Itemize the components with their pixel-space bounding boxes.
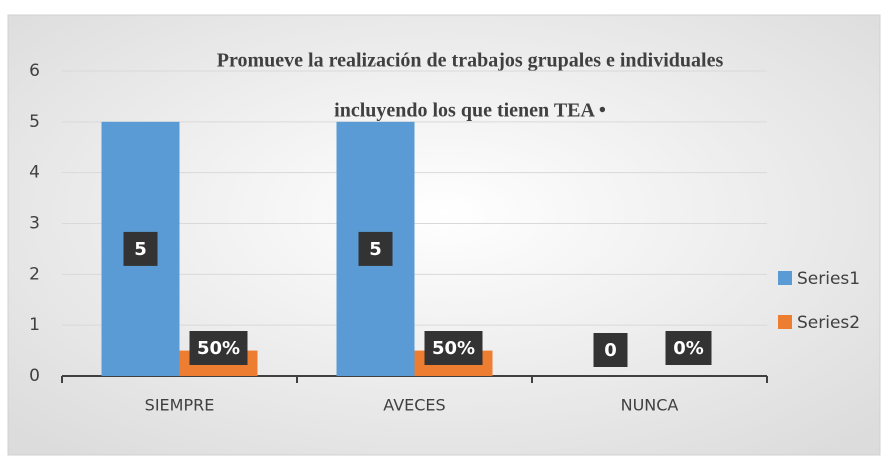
legend-swatch (778, 271, 792, 285)
y-tick-label: 4 (29, 163, 40, 183)
chart-title: incluyendo los que tienen TEA • (334, 100, 606, 122)
data-label-box (593, 333, 628, 367)
y-tick-label: 1 (29, 315, 40, 335)
data-label-box (189, 331, 248, 365)
data-label: 5 (134, 239, 147, 260)
data-label-box (665, 331, 712, 365)
data-label: 0% (673, 338, 704, 359)
data-label-box (424, 331, 483, 365)
chart-title: Promueve la realización de trabajos grup… (217, 50, 724, 72)
data-label-box (358, 231, 393, 266)
data-label: 50% (197, 338, 240, 359)
x-tick-label: AVECES (383, 396, 445, 415)
data-label-box (123, 231, 158, 266)
y-tick-label: 0 (29, 366, 40, 386)
y-tick-label: 6 (29, 61, 40, 81)
y-tick-label: 5 (29, 112, 40, 132)
x-tick-label: SIEMPRE (145, 396, 215, 415)
data-label: 5 (369, 239, 382, 260)
y-tick-label: 3 (29, 214, 40, 234)
x-tick-label: NUNCA (621, 396, 679, 415)
y-tick-label: 2 (29, 264, 40, 284)
legend-swatch (778, 315, 792, 329)
data-label: 0 (604, 340, 617, 361)
data-label: 50% (432, 338, 475, 359)
legend-label: Series1 (797, 269, 860, 289)
legend-label: Series2 (797, 313, 860, 333)
